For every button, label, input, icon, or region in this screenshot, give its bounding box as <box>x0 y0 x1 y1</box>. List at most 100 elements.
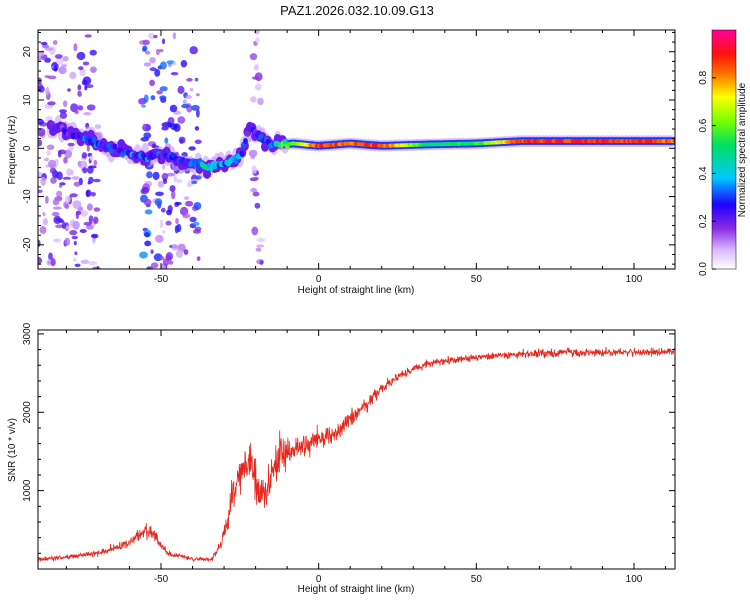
spectrogram-cell <box>251 226 259 236</box>
spectrogram-cell <box>248 149 258 158</box>
snr-x-tick-label: -50 <box>154 574 169 585</box>
spectrogram-cell <box>52 198 60 206</box>
spectrogram-cell <box>150 95 156 101</box>
spectrogram-cells <box>38 30 675 269</box>
spectrogram-cell <box>253 30 260 35</box>
spectrogram-cell <box>64 203 70 209</box>
spectrogram-cell <box>155 191 164 196</box>
spectrogram-cell <box>146 171 153 179</box>
spectrogram-cell <box>171 243 179 251</box>
spectrogram-cell <box>62 176 72 180</box>
spectrogram-cell <box>50 177 57 184</box>
spectrogram-cell <box>165 220 172 226</box>
spectrogram-cell <box>44 47 54 51</box>
spectrogram-cell <box>47 159 57 168</box>
spectrogram-cell <box>86 166 94 174</box>
spectrogram-cell <box>61 64 68 68</box>
spectrogram-cell <box>41 44 50 49</box>
spectrogram-cell <box>172 32 177 40</box>
spectrogram-cell <box>143 198 152 206</box>
spectrogram-cell <box>175 201 182 206</box>
spectrogram-cell <box>156 90 163 95</box>
spectrogram-marks <box>38 30 675 269</box>
spectrogram-cell <box>151 143 157 148</box>
spectrogram-cell <box>38 118 44 125</box>
spectrogram-cell <box>154 234 164 243</box>
spectrogram-cell <box>139 251 148 259</box>
spectrogram-cell <box>194 139 202 145</box>
spectrogram-cell <box>148 32 155 40</box>
spectrogram-cell <box>59 112 68 119</box>
spectrogram-cell <box>80 210 88 217</box>
spectrogram-x-tick-label: 100 <box>626 274 643 285</box>
spectrogram-cell <box>53 65 58 72</box>
spectrogram-cell <box>251 165 257 174</box>
spectrogram-cell <box>47 101 56 106</box>
spectrogram-cell <box>164 137 169 144</box>
spectrogram-cell <box>253 64 259 71</box>
spectrogram-cell <box>40 176 47 186</box>
spectrogram-cell <box>56 58 64 65</box>
spectrogram-cell <box>79 229 87 233</box>
spectrogram-cell <box>82 167 88 174</box>
spectrogram-cell <box>159 48 164 53</box>
spectrogram-cell <box>672 139 675 144</box>
spectrogram-cell <box>144 240 152 247</box>
colorbar-tick-label: 0.4 <box>698 166 709 180</box>
spectrogram-cell <box>156 48 160 56</box>
snr-y-ticks: 1000 2000 3000 <box>22 322 675 554</box>
spectrogram-cell <box>73 43 78 52</box>
spectrogram-cell <box>146 266 154 269</box>
spectrogram-x-tick-label: 0 <box>316 274 322 285</box>
spectrogram-y-tick-label: -10 <box>22 189 33 204</box>
spectrogram-cell <box>250 96 257 103</box>
spectrogram-cell <box>56 190 63 198</box>
spectrogram-cell <box>53 238 61 243</box>
spectrogram-cell <box>73 181 81 187</box>
snr-y-tick-label: 2000 <box>22 401 33 424</box>
spectrogram-cell <box>106 142 112 149</box>
spectrogram-cell <box>159 61 167 70</box>
spectrogram-cell <box>75 210 80 220</box>
spectrogram-cell <box>92 266 101 269</box>
spectrogram-cell <box>83 221 92 226</box>
spectrogram-cell <box>249 188 258 193</box>
spectrogram-cell <box>74 263 81 267</box>
spectrogram-cell <box>45 164 49 168</box>
spectrogram-cell <box>255 247 262 252</box>
spectrogram-cell <box>186 78 193 82</box>
spectrogram-cell <box>67 88 71 92</box>
spectrogram-cell <box>38 189 43 193</box>
spectrogram-cell <box>46 150 51 156</box>
spectrogram-cell <box>194 77 199 82</box>
chart-title: PAZ1.2026.032.10.09.G13 <box>280 3 434 18</box>
spectrogram-cell <box>177 116 186 124</box>
spectrogram-cell <box>90 233 99 239</box>
spectrogram-cell <box>69 230 78 236</box>
spectrogram-cell <box>154 69 161 77</box>
snr-frame <box>37 329 676 570</box>
spectrogram-cell <box>82 76 92 85</box>
spectrogram-cell <box>142 47 147 52</box>
spectrogram-cell <box>68 144 74 151</box>
spectrogram-cell <box>74 110 79 114</box>
spectrogram-cell <box>71 235 79 240</box>
spectrogram-cell <box>42 212 46 217</box>
spectrogram-cell <box>255 37 260 44</box>
spectrogram-cell <box>78 66 84 70</box>
spectrogram-cell <box>79 68 86 77</box>
spectrogram-cell <box>142 39 150 45</box>
spectrogram-cell <box>76 51 86 61</box>
spectrogram-cell <box>58 149 67 155</box>
spectrogram-y-tick-label: 0 <box>22 145 33 151</box>
spectrogram-cell <box>252 191 260 197</box>
spectrogram-cell <box>176 223 182 233</box>
spectrogram-cell <box>162 258 170 267</box>
spectrogram-cell <box>88 261 98 266</box>
colorbar-gradient <box>711 29 737 270</box>
spectrogram-cell <box>82 61 90 66</box>
spectrogram-cell <box>49 167 57 174</box>
spectrogram-cell <box>170 72 179 76</box>
spectrogram-cell <box>52 40 58 45</box>
